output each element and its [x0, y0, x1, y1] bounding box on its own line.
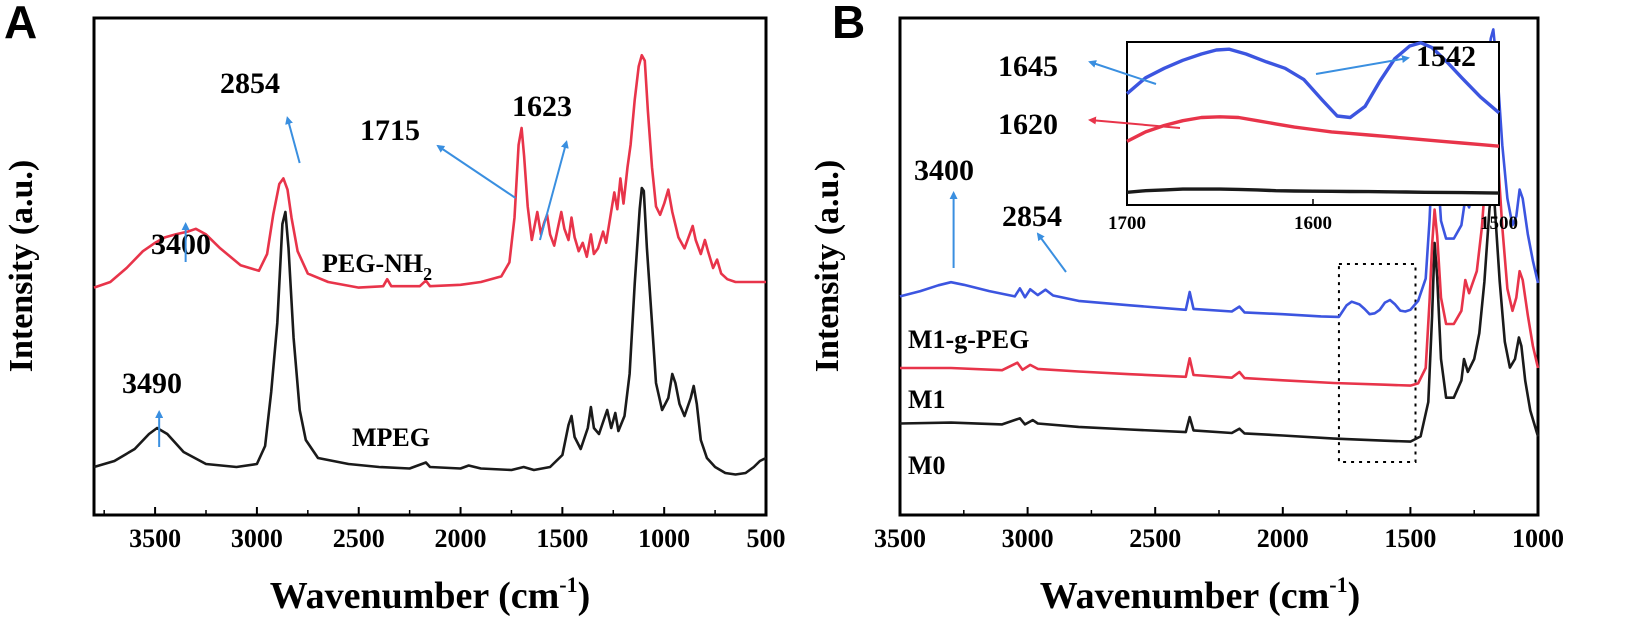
panel-b-x-axis-title-sup: -1 — [1329, 572, 1347, 597]
panel-b-inset-series-line-m1-g-peg — [1125, 41, 1501, 120]
panel-a: A 3500 3000 2500 2000 1500 1000 500 3400 2854 17… — [3, 0, 786, 617]
panel-a-peak-label-1715: 1715 — [360, 114, 420, 147]
panel-a-plot-frame — [92, 16, 768, 517]
panel-b-inset-series-line-m0 — [1126, 187, 1500, 195]
panel-a-peak-label-3490: 3490 — [122, 367, 182, 400]
panel-a-x-axis-title-main: Wavenumber (cm — [270, 575, 560, 617]
panel-a-peak-arrow-2854 — [285, 116, 301, 164]
panel-a-x-tick-label: 2000 — [435, 524, 487, 553]
panel-a-x-tick-label: 3500 — [129, 524, 181, 553]
panel-a-series-label-mpeg: MPEG — [352, 423, 430, 452]
panel-a-letter: A — [4, 0, 37, 48]
panel-b-inset-x-tick-label: 1700 — [1108, 213, 1146, 234]
panel-a-annotations: 3400 2854 1715 1623 3490 — [122, 67, 572, 447]
panel-b-series-label-m1: M1 — [908, 385, 946, 414]
panel-b-y-axis-title: Intensity (a.u.) — [809, 160, 846, 373]
panel-a-peak-label-1623: 1623 — [512, 90, 572, 123]
panel-b-peak-arrow-1645 — [1088, 60, 1157, 85]
panel-b-x-axis-title-close: ) — [1348, 575, 1361, 617]
panel-b-x-tick-label: 3500 — [874, 524, 926, 553]
panel-b-annotations: 3400 2854 1645 1620 1542 — [914, 40, 1476, 273]
panel-b-x-tick-label: 2500 — [1129, 524, 1181, 553]
panel-b-series-line-m1-g-peg — [899, 28, 1540, 319]
panel-b-series-line-m0 — [899, 185, 1540, 443]
panel-b-inset-x-ticks: 1700 1600 1500 — [1108, 199, 1518, 234]
panel-a-series-label-peg-nh2: PEG-NH2 — [322, 249, 432, 284]
panel-b-peak-label-1645: 1645 — [998, 50, 1058, 83]
panel-a-series-line-peg-nh2 — [93, 53, 766, 289]
panel-a-x-tick-label: 1500 — [536, 524, 588, 553]
panel-b-x-axis-title: Wavenumber (cm-1) — [1040, 572, 1361, 617]
panel-a-series-label-peg-nh2-base: PEG-NH — [322, 249, 423, 278]
panel-b-series-label-m0: M0 — [908, 451, 946, 480]
panel-b-x-axis-title-main: Wavenumber (cm — [1040, 575, 1330, 617]
panel-b-highlight-box — [1337, 263, 1417, 463]
panel-a-series-line-mpeg — [93, 186, 767, 476]
panel-a-peak-label-2854: 2854 — [220, 67, 280, 100]
panel-a-series-label-peg-nh2-sub: 2 — [423, 264, 432, 284]
panel-a-peak-arrow-1715 — [436, 144, 517, 199]
panel-a-x-ticks: 3500 3000 2500 2000 1500 1000 500 — [103, 507, 786, 553]
panel-b-series — [899, 28, 1540, 443]
panel-b-x-tick-label: 1500 — [1384, 524, 1436, 553]
panel-b-peak-arrow-2854 — [1036, 232, 1067, 273]
panel-a-x-tick-label: 1000 — [638, 524, 690, 553]
panel-b-x-tick-label: 2000 — [1257, 524, 1309, 553]
panel-b-peak-label-1620: 1620 — [998, 108, 1058, 141]
panel-b-x-tick-label: 1000 — [1512, 524, 1564, 553]
panel-b-series-line-m1 — [900, 107, 1540, 387]
panel-b-peak-arrow-1542 — [1315, 55, 1410, 75]
panel-b-inset-x-tick-label: 1500 — [1480, 213, 1518, 234]
panel-a-x-axis-title: Wavenumber (cm-1) — [270, 572, 591, 617]
panel-a-x-tick-label: 3000 — [231, 524, 283, 553]
panel-b-peak-label-3400: 3400 — [914, 154, 974, 187]
panel-a-x-tick-label: 2500 — [333, 524, 385, 553]
panel-a-y-axis-title: Intensity (a.u.) — [3, 160, 40, 373]
panel-b-inset-x-tick-label: 1600 — [1294, 213, 1332, 234]
panel-b-letter: B — [832, 0, 865, 48]
panel-a-x-axis-title-sup: -1 — [559, 572, 577, 597]
panel-a-series — [93, 53, 767, 476]
panel-a-peak-arrow-1623 — [538, 140, 569, 241]
panel-a-x-tick-label: 500 — [747, 524, 786, 553]
panel-b-peak-arrow-1620 — [1088, 116, 1181, 129]
panel-b-x-tick-label: 3000 — [1002, 524, 1054, 553]
panel-b-peak-label-1542: 1542 — [1416, 40, 1476, 73]
panel-b-x-ticks: 3500 3000 2500 2000 1500 1000 — [874, 507, 1564, 553]
panel-a-peak-label-3400: 3400 — [151, 228, 211, 261]
panel-b-inset-series-line-m1 — [1126, 115, 1500, 148]
panel-b-peak-label-2854: 2854 — [1002, 200, 1062, 233]
panel-b-series-label-m1-g-peg: M1-g-PEG — [908, 325, 1029, 354]
panel-b: B 3500 3000 2500 2000 1500 1000 1700 1600 1500 … — [809, 0, 1564, 617]
panel-a-x-axis-title-close: ) — [578, 575, 591, 617]
panel-b-inset-series — [1125, 41, 1501, 195]
